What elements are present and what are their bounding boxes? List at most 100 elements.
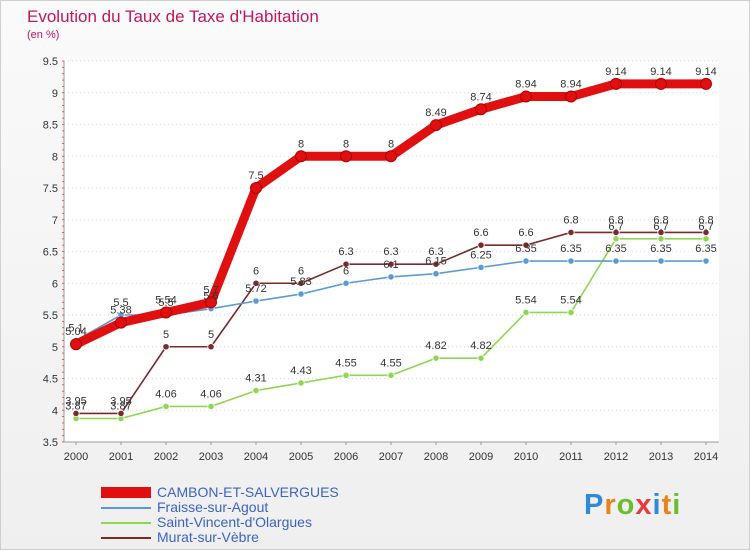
data-label: 5: [208, 329, 214, 341]
proxiti-logo: Proxiti: [584, 489, 681, 522]
data-label: 6.8: [563, 214, 578, 226]
data-point: [477, 263, 485, 271]
data-label: 6: [253, 265, 259, 277]
data-label: 7.5: [248, 170, 263, 182]
data-label: 4.55: [380, 357, 401, 369]
data-point: [297, 290, 305, 298]
data-point: [342, 371, 350, 379]
data-point: [432, 270, 440, 278]
x-tick-label: 2000: [64, 451, 88, 463]
data-label: 6.35: [650, 243, 671, 255]
data-label: 5.5: [113, 297, 128, 309]
x-tick-label: 2005: [289, 451, 313, 463]
x-tick-label: 2002: [154, 451, 178, 463]
data-label: 4.06: [200, 388, 221, 400]
data-point: [342, 279, 350, 287]
data-point: [297, 379, 305, 387]
data-label: 5.1: [68, 322, 83, 334]
y-tick-label: 4.5: [43, 374, 58, 386]
logo-letter: t: [661, 489, 673, 521]
data-point: [477, 241, 485, 249]
data-point: [205, 296, 217, 309]
data-label: 6.35: [515, 243, 536, 255]
data-point: [700, 77, 712, 90]
data-label: 4.43: [290, 365, 311, 377]
data-label: 6.3: [428, 246, 443, 258]
legend-label: Murat-sur-Vèbre: [157, 529, 259, 545]
x-tick-label: 2003: [199, 451, 223, 463]
data-point: [160, 306, 172, 319]
data-point: [702, 228, 710, 237]
data-point: [657, 228, 665, 237]
data-point: [250, 182, 262, 194]
data-label: 8: [343, 138, 349, 150]
x-tick-label: 2011: [559, 451, 583, 463]
data-label: 6.25: [470, 249, 491, 261]
logo-letter: i: [652, 489, 662, 521]
logo-letter: r: [604, 489, 617, 521]
data-point: [657, 257, 665, 265]
x-tick-label: 2001: [109, 451, 133, 463]
data-label: 4.55: [335, 357, 356, 369]
y-tick-label: 5: [52, 342, 58, 354]
data-point: [117, 409, 125, 418]
data-label: 8.74: [470, 91, 491, 103]
data-label: 6.35: [560, 243, 581, 255]
legend-swatch: [101, 507, 151, 509]
data-label: 5.6: [203, 291, 218, 303]
data-point: [522, 257, 530, 265]
logo-letter: P: [584, 489, 605, 521]
y-tick-label: 9.5: [43, 56, 58, 68]
data-label: 8: [298, 138, 304, 150]
data-point: [612, 257, 620, 265]
data-point: [432, 260, 440, 268]
data-point: [702, 235, 710, 243]
data-label: 6.3: [383, 246, 398, 258]
data-point: [520, 90, 532, 103]
data-label: 3.95: [110, 395, 131, 407]
data-label: 4.31: [245, 373, 266, 385]
x-tick-label: 2009: [469, 451, 493, 463]
data-label: 4.82: [470, 340, 491, 352]
data-label: 5.54: [560, 294, 581, 306]
logo-letter: o: [616, 489, 636, 521]
data-label: 9.14: [650, 66, 671, 78]
data-label: 3.87: [110, 401, 131, 413]
logo-letter: x: [635, 489, 653, 521]
chart-legend: CAMBON-ET-SALVERGUES Fraisse-sur-Agout S…: [101, 485, 401, 545]
data-label: 6: [343, 265, 349, 277]
data-point: [430, 119, 442, 132]
data-point: [70, 338, 82, 351]
data-label: 6.35: [605, 243, 626, 255]
legend-label: Fraisse-sur-Agout: [157, 499, 269, 515]
y-tick-label: 4: [52, 405, 58, 417]
chart-title: Evolution du Taux de Taxe d'Habitation: [27, 7, 319, 26]
data-label: 6: [298, 265, 304, 277]
data-point: [612, 228, 620, 237]
data-point: [475, 103, 487, 116]
legend-label: Saint-Vincent-d'Olargues: [157, 514, 312, 530]
data-label: 8: [388, 138, 394, 150]
data-point: [657, 235, 665, 243]
data-label: 5.54: [155, 294, 176, 306]
y-tick-label: 8: [52, 151, 58, 163]
data-point: [207, 343, 215, 351]
legend-swatch: [101, 522, 151, 524]
data-label: 6.35: [695, 243, 716, 255]
x-tick-label: 2010: [514, 451, 538, 463]
x-tick-label: 2012: [604, 451, 628, 463]
data-label: 4.06: [155, 388, 176, 400]
data-point: [115, 316, 127, 329]
data-label: 6.6: [473, 227, 488, 239]
data-point: [432, 354, 440, 362]
y-tick-label: 9: [52, 88, 58, 100]
data-label: 6.15: [425, 256, 446, 268]
data-label: 5.72: [245, 283, 266, 295]
x-tick-label: 2008: [424, 451, 448, 463]
data-label: 5.83: [290, 276, 311, 288]
data-point: [477, 354, 485, 362]
data-label: 5.54: [515, 294, 536, 306]
y-tick-label: 5.5: [43, 310, 58, 322]
data-label: 6.1: [383, 259, 398, 271]
